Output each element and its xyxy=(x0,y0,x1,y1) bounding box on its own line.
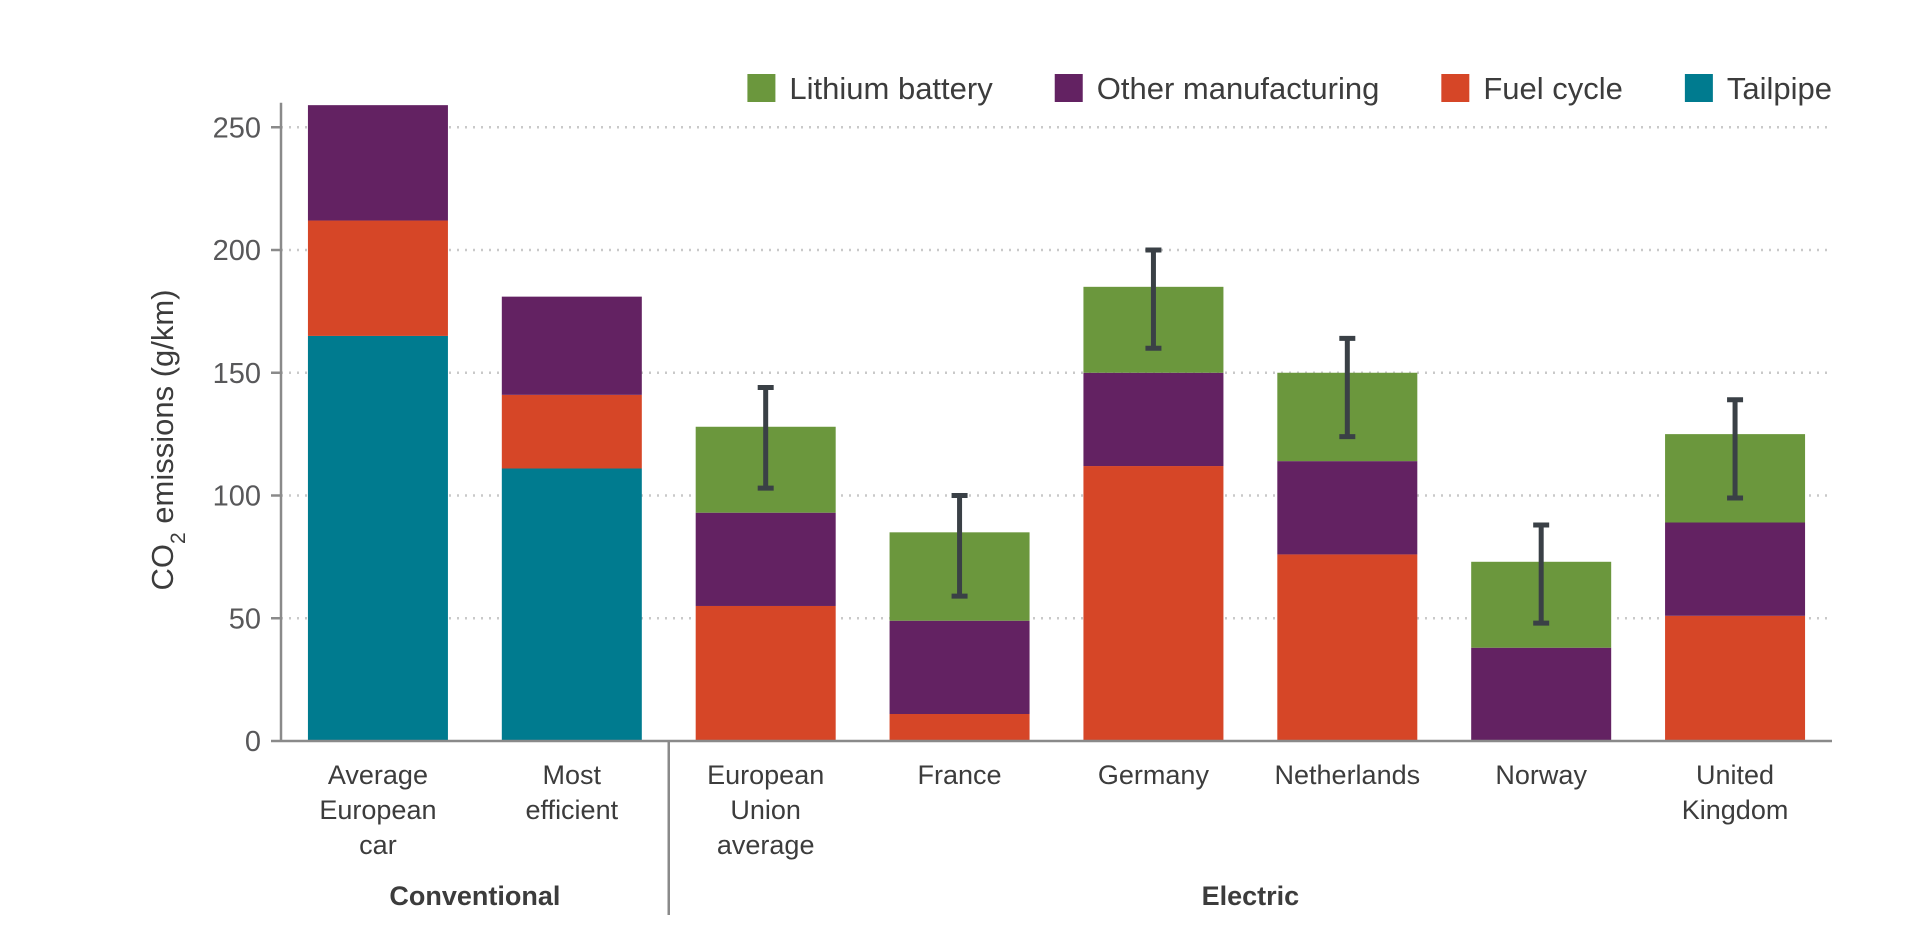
bar-segment xyxy=(695,605,836,741)
x-category-label: Average European car xyxy=(319,760,436,860)
y-axis-label: CO2 emissions (g/km) xyxy=(145,289,190,590)
legend-swatch xyxy=(1684,74,1713,102)
bar-segment xyxy=(889,713,1030,741)
y-tick-label: 0 xyxy=(245,726,261,758)
bar-segment xyxy=(889,620,1030,714)
bar-segment xyxy=(1083,466,1224,741)
legend-label: Lithium battery xyxy=(789,71,993,106)
x-category-label: European Union average xyxy=(707,760,824,860)
bar-segment xyxy=(1277,554,1418,741)
group-label: Electric xyxy=(1202,881,1300,911)
error-bars xyxy=(757,247,1744,626)
bar-segment xyxy=(307,105,448,221)
bar-segment xyxy=(501,394,642,469)
legend-item: Fuel cycle xyxy=(1441,71,1623,106)
legend-item: Other manufacturing xyxy=(1054,71,1380,106)
error-bar xyxy=(1339,335,1356,440)
bar-segment xyxy=(307,220,448,336)
legend-swatch xyxy=(1441,74,1470,102)
bar-segment xyxy=(1665,615,1806,741)
y-tick-label: 250 xyxy=(213,112,261,144)
x-category-label: Most efficient xyxy=(526,760,619,825)
error-bar xyxy=(1533,522,1550,626)
legend-swatch xyxy=(747,74,776,102)
bar-segment xyxy=(501,468,642,741)
x-category-label: Norway xyxy=(1495,760,1587,790)
group-label: Conventional xyxy=(389,881,560,911)
y-tick-label: 100 xyxy=(213,481,261,513)
error-bar xyxy=(951,493,968,599)
bar-segment xyxy=(695,512,836,606)
x-category-label: United Kingdom xyxy=(1682,760,1789,825)
y-tick-label: 200 xyxy=(213,235,261,267)
y-axis-label-part: emissions (g/km) xyxy=(145,289,180,532)
error-bar xyxy=(1145,247,1162,351)
bar-segment xyxy=(1665,522,1806,616)
bars xyxy=(307,105,1806,741)
legend-label: Fuel cycle xyxy=(1483,71,1623,106)
error-bar xyxy=(757,384,774,491)
bar-segment xyxy=(1083,372,1224,467)
legend-label: Tailpipe xyxy=(1727,71,1832,106)
legend-item: Lithium battery xyxy=(747,71,993,106)
x-category-label: France xyxy=(918,760,1002,790)
y-tick-label: 50 xyxy=(229,603,261,635)
labels: 0 50 100 150 200 250 Average European car Most eff… xyxy=(213,112,1789,911)
error-bar xyxy=(1727,397,1744,501)
legend: Lithium battery Other manufacturing Fuel c… xyxy=(747,71,1832,106)
x-category-label: Germany xyxy=(1098,760,1210,790)
axes xyxy=(271,102,1832,915)
bar-segment xyxy=(307,335,448,741)
legend-swatch xyxy=(1054,74,1083,102)
bar-segment xyxy=(1277,461,1418,555)
legend-label: Other manufacturing xyxy=(1097,71,1380,106)
y-axis-label-part: CO xyxy=(145,544,180,591)
x-category-label: Netherlands xyxy=(1275,760,1421,790)
bar-segment xyxy=(1471,647,1612,741)
bar-segment xyxy=(501,296,642,395)
y-axis-label-subscript: 2 xyxy=(167,532,190,544)
y-tick-label: 150 xyxy=(213,358,261,390)
legend-item: Tailpipe xyxy=(1684,71,1832,106)
